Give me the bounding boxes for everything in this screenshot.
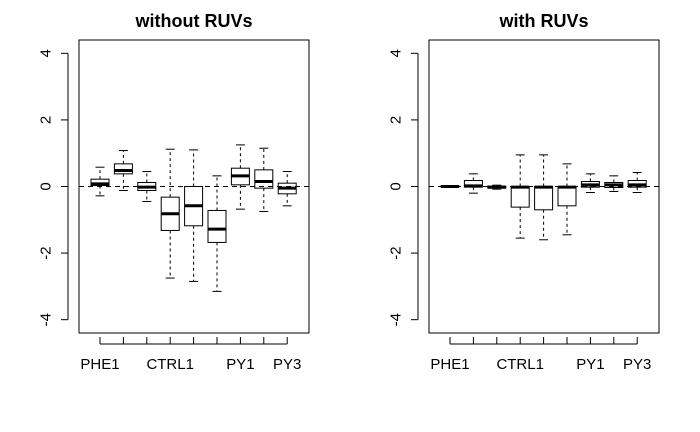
box-2	[113, 150, 133, 191]
x-tick-label: CTRL1	[496, 356, 544, 373]
box-8	[604, 175, 624, 192]
chart-title: with RUVs	[498, 11, 588, 31]
box-7	[580, 173, 600, 193]
chart-title: without RUVs	[135, 11, 253, 31]
y-tick-label: 4	[388, 49, 405, 57]
box-4	[160, 148, 180, 279]
box-7	[230, 144, 250, 210]
x-tick-label: PY3	[623, 356, 651, 373]
x-tick-label: PY1	[576, 356, 604, 373]
y-tick-label: -4	[388, 313, 405, 326]
x-tick-label: CTRL1	[146, 356, 194, 373]
panel-1: without RUVs -4 -2 0 2 4 PHE1 CTRL1 PY1 PY3	[38, 11, 310, 373]
x-tick-label: PHE1	[430, 356, 469, 373]
y-tick-label: -2	[388, 246, 405, 259]
box-iqr	[534, 186, 554, 211]
box-6	[557, 163, 577, 236]
box-9	[277, 171, 297, 207]
box-9	[627, 172, 647, 193]
box-3	[487, 184, 507, 190]
box-iqr	[510, 186, 530, 208]
y-tick-label: -4	[38, 313, 55, 326]
box-2	[463, 173, 483, 194]
box-iqr	[113, 163, 133, 175]
box-8	[254, 147, 274, 212]
y-tick-label: 4	[38, 49, 55, 57]
box-6	[207, 175, 227, 292]
x-tick-label: PHE1	[80, 356, 119, 373]
y-tick-label: 0	[388, 182, 405, 190]
y-tick-label: 0	[38, 182, 55, 190]
box-iqr	[254, 169, 274, 189]
box-5	[534, 154, 554, 241]
box-iqr	[207, 209, 227, 243]
box-iqr	[557, 186, 577, 207]
y-tick-label: 2	[388, 116, 405, 124]
y-tick-label: -2	[38, 246, 55, 259]
box-5	[184, 149, 204, 282]
x-tick-label: PY3	[273, 356, 301, 373]
panel-2: with RUVs -4 -2 0 2 4 PHE1 CTRL1 PY1 PY3	[388, 11, 660, 373]
x-tick-label: PY1	[226, 356, 254, 373]
box-1	[90, 166, 110, 197]
box-4	[510, 154, 530, 239]
y-tick-label: 2	[38, 116, 55, 124]
